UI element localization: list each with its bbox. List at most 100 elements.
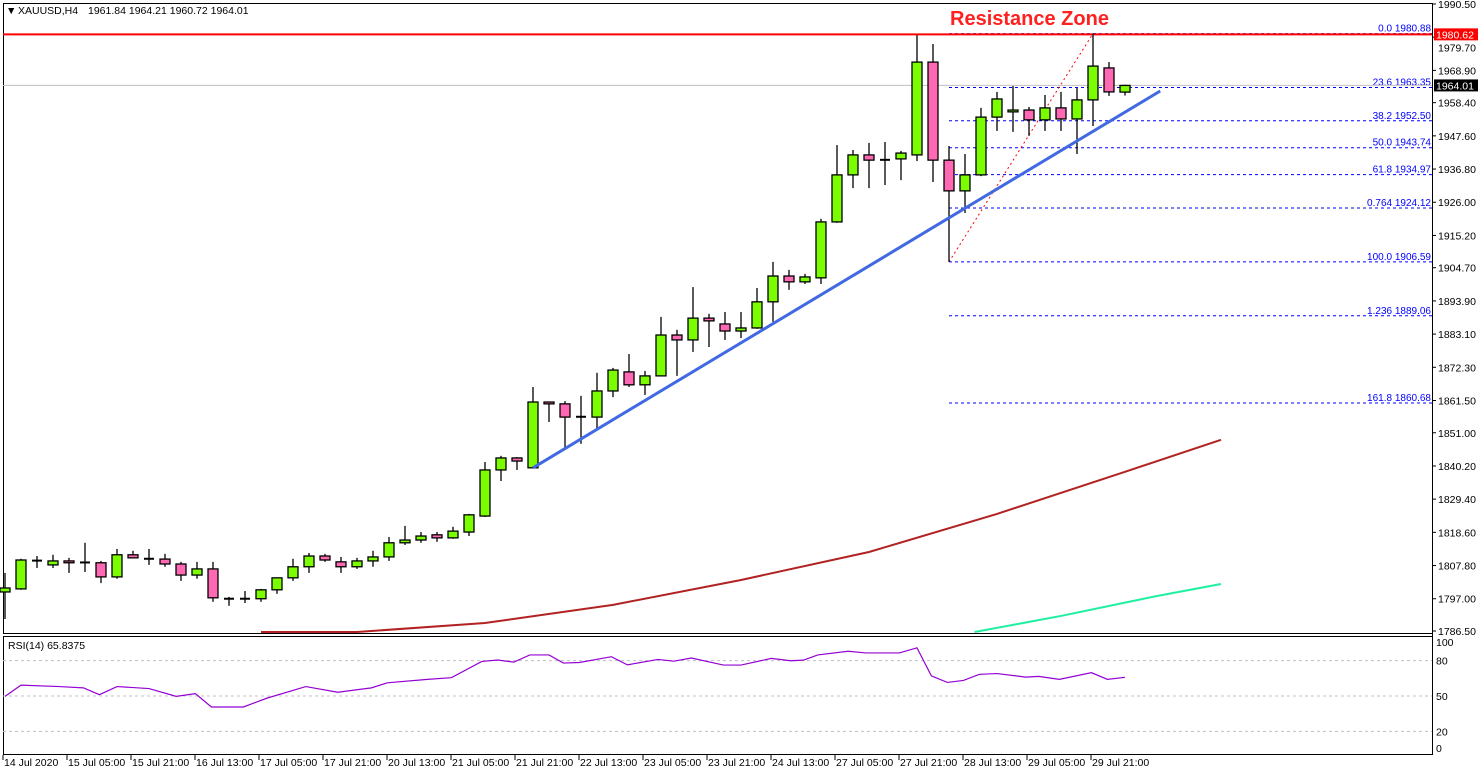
candle-body-bearish [127,554,139,559]
time-tick-label: 14 Jul 2020 [4,757,58,769]
rsi-tick-label: 20 [1436,726,1448,738]
candle-body-bullish [463,514,475,533]
candle-body-bullish [15,559,27,590]
candle-body-bearish [927,61,939,161]
candle [32,556,42,568]
support-trendline[interactable] [532,89,1161,470]
candle [479,461,491,517]
candle-body-bearish [1055,107,1067,120]
price-tick-label: 1786.50 [1438,626,1476,638]
fibonacci-retracement[interactable]: 0.0 1980.88 23.6 1963.35 38.2 1952.50 50.0 … [948,24,1432,404]
candle-body-bullish [847,154,859,176]
fib-level-label: 61.8 1934.97 [1373,165,1432,176]
time-tick-label: 16 Jul 13:00 [196,757,253,769]
candle [111,548,123,579]
candle-body-bullish [991,98,1003,118]
price-axis[interactable]: 1990.50 1979.70 1968.90 1958.40 1947.60 1936.… [1432,0,1478,755]
candle-body-bullish [1039,107,1051,121]
candle-body-bearish [159,558,171,565]
candle-body-bullish [735,327,747,332]
rsi-tick-label: 50 [1436,691,1448,703]
candle-body-bearish [511,457,523,462]
candle-body-bearish [623,371,635,386]
candle-body-bullish [111,554,123,578]
candle-body-bullish [351,560,363,568]
candle-body-bullish [639,375,651,386]
time-tick-label: 29 Jul 21:00 [1092,757,1149,769]
candle [1023,106,1035,136]
candle-body-bullish [975,116,987,176]
candle [175,561,187,581]
time-tick-label: 27 Jul 05:00 [836,757,893,769]
candle [47,554,59,568]
candle-body-bullish [815,221,827,279]
candle [943,145,955,262]
time-tick-label: 21 Jul 05:00 [452,757,509,769]
candle [144,548,154,565]
rsi-label: RSI(14) 65.8375 [8,640,85,652]
candle [431,532,443,542]
symbol-dropdown-icon[interactable]: ▼ [6,5,16,17]
candle [511,457,523,470]
candle-body-bullish [751,301,763,329]
candle [1119,84,1131,96]
trendline-layer[interactable] [532,89,1161,470]
candle-body-bullish [1087,65,1099,101]
candle-body-bullish [655,334,667,377]
candle-body-bullish [687,317,699,341]
fib-level-label: 1.236 1889.06 [1367,306,1431,317]
candle-body-bearish [63,560,75,564]
candle [1055,91,1067,131]
current-price-badge: 1964.01 [1436,80,1474,92]
candle-body-bearish [1103,67,1115,93]
rsi-tick-label: 0 [1436,743,1442,755]
candle [127,550,139,559]
price-tick-label: 1807.80 [1438,561,1476,573]
time-axis[interactable]: 14 Jul 2020 15 Jul 05:00 15 Jul 21:00 16 Ju… [2,755,1149,769]
candle [880,142,890,186]
price-tick-label: 1797.00 [1438,594,1476,606]
price-tick-label: 1968.90 [1438,65,1476,77]
candle-body-bearish [431,534,443,539]
time-tick-label: 15 Jul 05:00 [68,757,125,769]
price-tick-label: 1904.70 [1438,263,1476,275]
fib-level-label: 100.0 1906.59 [1367,252,1431,263]
candle [687,287,699,352]
chart-title: Resistance Zone [950,8,1109,30]
candle [1087,33,1099,127]
candle [975,107,987,177]
candle [80,542,90,572]
fib-level-label: 50.0 1943.74 [1373,138,1432,149]
candle [783,269,795,290]
candle-body-bearish [335,561,347,568]
candle-body-bullish [607,369,619,392]
candle [159,553,171,567]
candle-body-bullish [367,556,379,562]
candle-body-bullish [479,469,491,517]
candle [991,91,1003,131]
candle [799,273,811,284]
candle-body-bearish [207,568,219,599]
time-tick-label: 21 Jul 21:00 [516,757,573,769]
price-tick-label: 1926.00 [1438,197,1476,209]
time-tick-label: 17 Jul 05:00 [260,757,317,769]
price-tick-label: 1958.40 [1438,98,1476,110]
horizontal-lines[interactable] [3,33,1432,86]
fib-level-label: 0.764 1924.12 [1367,198,1431,209]
symbol-label: XAUUSD,H4 [18,5,78,17]
time-tick-label: 27 Jul 21:00 [900,757,957,769]
rsi-indicator: 100 80 50 20 0 [3,637,1454,755]
candle [735,311,747,339]
price-tick-label: 1893.90 [1438,296,1476,308]
candle-body-bullish [191,568,203,576]
candle [415,532,427,543]
candle-body-bullish [303,555,315,568]
candle-body-bullish [47,560,59,566]
candle-body-bullish [799,276,811,283]
candle-body-bullish [1071,99,1083,120]
candle [447,526,459,539]
candle [1039,94,1051,131]
candle [751,287,763,329]
price-tick-label: 1829.40 [1438,494,1476,506]
